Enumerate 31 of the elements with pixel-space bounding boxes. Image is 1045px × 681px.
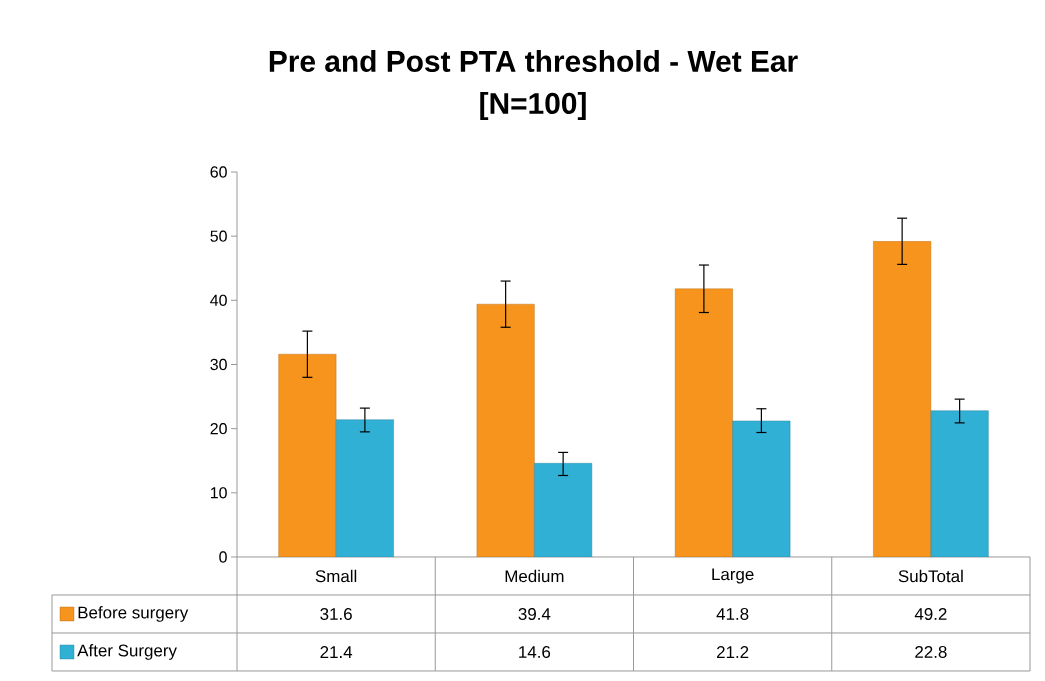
bar — [930, 410, 989, 557]
data-label: 49.2 — [914, 607, 947, 620]
x-tick-label: Large — [712, 568, 754, 584]
chart-title: Pre and Post PTA threshold - Wet Ear — [269, 50, 798, 72]
data-label: 31.6 — [320, 607, 352, 620]
bar — [534, 463, 593, 557]
bar — [476, 303, 535, 557]
x-tick-label: Medium — [505, 569, 564, 583]
x-tick-label: SubTotal — [898, 569, 963, 583]
data-label: 21.2 — [717, 646, 749, 658]
y-tick-label: 50 — [210, 230, 227, 242]
y-tick-label: 10 — [210, 487, 227, 499]
y-tick-label: 30 — [210, 358, 227, 371]
data-label: 41.8 — [716, 607, 749, 620]
bar — [873, 241, 932, 557]
y-tick-label: 60 — [210, 166, 227, 178]
bar — [335, 419, 394, 557]
data-label: 39.4 — [518, 607, 551, 620]
data-label: 22.8 — [915, 645, 947, 658]
y-tick-label: 40 — [210, 294, 227, 306]
data-label: 21.4 — [320, 646, 353, 658]
y-tick-label: 20 — [210, 423, 227, 435]
bar — [732, 420, 791, 557]
data-label: 14.6 — [519, 645, 551, 658]
legend-label: After Surgery — [77, 644, 177, 660]
legend-label: Before surgery — [78, 606, 189, 622]
bar — [278, 354, 337, 557]
bar — [674, 288, 733, 557]
y-tick-label: 0 — [219, 551, 227, 563]
chart-subtitle: [N=100] — [480, 92, 586, 120]
x-tick-label: Small — [315, 569, 357, 583]
